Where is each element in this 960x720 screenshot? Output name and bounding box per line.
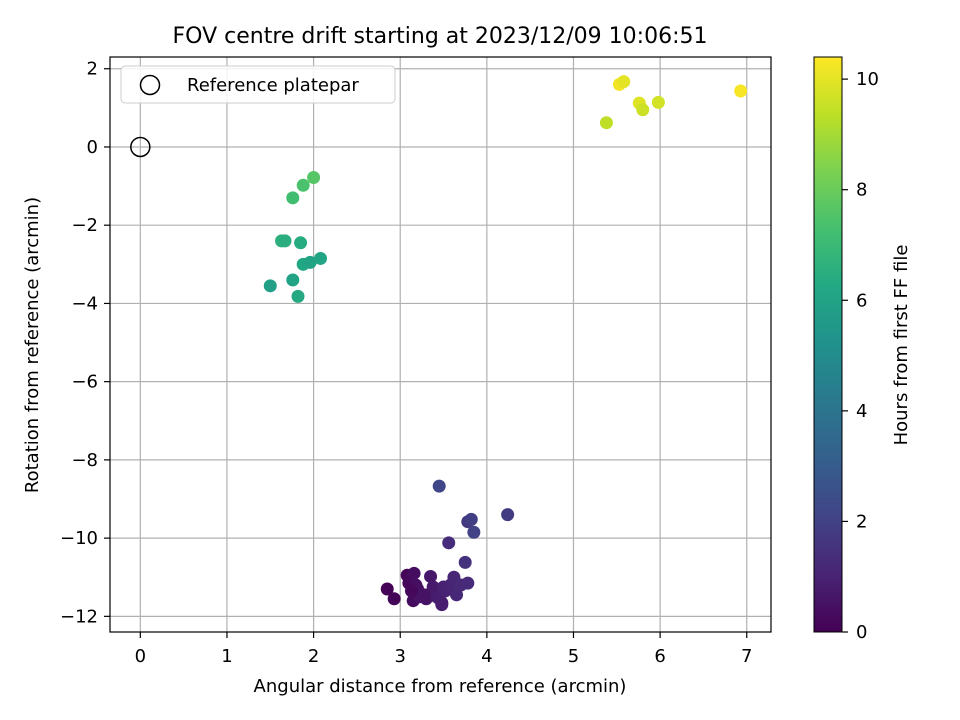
colorbar-label: Hours from first FF file: [891, 245, 912, 446]
legend-entry: Reference platepar: [187, 75, 359, 96]
y-tick-label: −2: [71, 215, 98, 236]
data-point: [380, 582, 394, 596]
data-point: [424, 569, 438, 583]
data-point: [458, 555, 472, 569]
y-tick-label: 0: [87, 137, 98, 158]
colorbar-tick-label: 4: [856, 401, 867, 422]
colorbar-tick-label: 2: [856, 511, 867, 532]
data-point: [296, 178, 310, 192]
data-point: [278, 234, 292, 248]
x-tick-label: 7: [741, 646, 752, 667]
data-point: [286, 191, 300, 205]
data-point: [435, 596, 449, 610]
y-tick-label: −8: [71, 450, 98, 471]
colorbar-tick-label: 10: [856, 69, 879, 90]
data-point: [263, 279, 277, 293]
x-tick-label: 2: [308, 646, 319, 667]
data-point: [404, 584, 418, 598]
x-tick-label: 0: [135, 646, 146, 667]
data-point: [291, 289, 305, 303]
x-axis-label: Angular distance from reference (arcmin): [254, 676, 627, 697]
colorbar-tick-label: 6: [856, 290, 867, 311]
colorbar-ticks: 0 2 4 6 8 10: [842, 69, 879, 643]
data-point: [407, 566, 421, 580]
y-tick-label: −10: [60, 528, 98, 549]
x-tick-label: 3: [394, 646, 405, 667]
data-point: [307, 170, 321, 184]
data-point: [651, 95, 665, 109]
x-tick-label: 6: [654, 646, 665, 667]
grid-lines: [110, 57, 771, 632]
reference-marker: [130, 136, 151, 158]
x-axis-ticks: 0 1 2 3 4 5 6 7: [135, 632, 752, 667]
x-tick-label: 4: [481, 646, 492, 667]
data-point: [294, 236, 308, 250]
legend-marker: [139, 74, 161, 96]
x-tick-label: 5: [568, 646, 579, 667]
colorbar-gradient: [813, 56, 843, 633]
data-point: [450, 588, 464, 602]
data-point: [442, 536, 456, 550]
y-tick-label: 2: [87, 59, 98, 80]
chart-title: FOV centre drift starting at 2023/12/09 …: [173, 24, 708, 49]
data-point: [501, 508, 515, 522]
data-point: [432, 479, 446, 493]
data-point: [461, 576, 475, 590]
data-point: [464, 512, 478, 526]
y-tick-label: −4: [71, 293, 98, 314]
legend: Reference platepar: [120, 65, 396, 104]
plot-frame: [109, 56, 772, 633]
y-axis-label: Rotation from reference (arcmin): [22, 197, 43, 493]
data-point: [303, 255, 317, 269]
legend-box: [120, 65, 396, 104]
data-point: [734, 84, 748, 98]
colorbar: 0 2 4 6 8 10 Hours from first FF file: [813, 56, 912, 643]
x-tick-label: 1: [221, 646, 232, 667]
y-axis-ticks: −12 −10 −8 −6 −4 −2 0 2: [60, 59, 110, 627]
colorbar-tick-label: 8: [856, 180, 867, 201]
data-point: [617, 75, 631, 89]
data-point: [636, 103, 650, 117]
colorbar-tick-label: 0: [856, 622, 867, 643]
data-point: [387, 592, 401, 606]
y-tick-label: −12: [60, 606, 98, 627]
data-point: [286, 273, 300, 287]
reference-point: [130, 136, 151, 158]
data-point: [314, 251, 328, 265]
y-tick-label: −6: [71, 372, 98, 393]
data-point: [599, 116, 613, 130]
data-point: [467, 525, 481, 539]
scatter-points: [263, 75, 748, 612]
data-point: [417, 588, 431, 602]
